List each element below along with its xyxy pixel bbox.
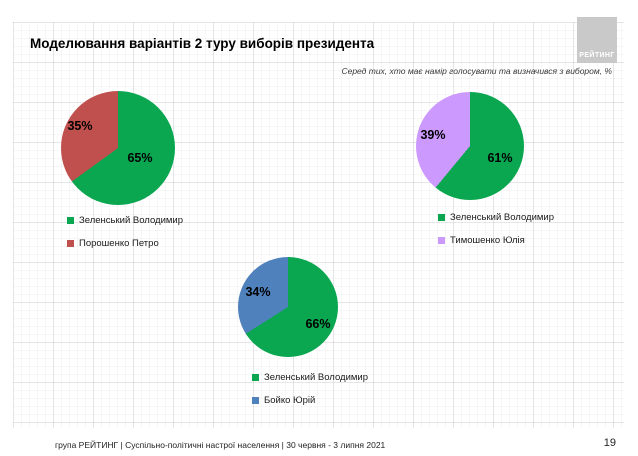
pie-value-zelensky: 65% bbox=[127, 151, 153, 165]
legend-swatch-green bbox=[252, 373, 259, 381]
legend-label-poroshenko: Порошенко Петро bbox=[79, 237, 159, 249]
legend-item-boyko: Бойко Юрій bbox=[252, 393, 368, 407]
legend-item-tymoshenko: Тимошенко Юлія bbox=[438, 233, 554, 247]
legend-item-poroshenko: Порошенко Петро bbox=[67, 236, 183, 250]
legend-swatch-green bbox=[67, 216, 74, 224]
legend-swatch-purple bbox=[438, 236, 445, 244]
slide-title: Моделювання варіантів 2 туру виборів пре… bbox=[30, 36, 375, 51]
pie-value-zelensky: 61% bbox=[487, 151, 513, 165]
legend-zelensky-vs-poroshenko: Зеленський Володимир Порошенко Петро bbox=[67, 213, 183, 259]
pie-zelensky-vs-poroshenko: 35% 65% bbox=[61, 91, 175, 205]
page-number: 19 bbox=[603, 437, 616, 449]
legend-swatch-red bbox=[67, 239, 74, 247]
pie-chart-zelensky-vs-poroshenko: 35% 65% Зеленський Володимир Порошенко П… bbox=[61, 91, 183, 259]
rating-logo-text: РЕЙТИНГ bbox=[579, 52, 615, 59]
slide-subtitle: Серед тих, хто має намір голосувати та в… bbox=[341, 66, 612, 76]
legend-item-zelensky: Зеленський Володимир bbox=[438, 210, 554, 224]
pie-zelensky-vs-tymoshenko: 39% 61% bbox=[416, 92, 524, 200]
pie-value-zelensky: 66% bbox=[305, 317, 331, 331]
legend-label-boyko: Бойко Юрій bbox=[264, 394, 316, 406]
legend-swatch-green bbox=[438, 213, 445, 221]
legend-label-zelensky: Зеленський Володимир bbox=[264, 371, 368, 383]
legend-label-tymoshenko: Тимошенко Юлія bbox=[450, 234, 525, 246]
pie-value-poroshenko: 35% bbox=[67, 119, 93, 133]
pie-chart-zelensky-vs-tymoshenko: 39% 61% Зеленський Володимир Тимошенко Ю… bbox=[416, 92, 554, 256]
pie-chart-zelensky-vs-boyko: 34% 66% Зеленський Володимир Бойко Юрій bbox=[238, 257, 368, 416]
pie-zelensky-vs-boyko: 34% 66% bbox=[238, 257, 338, 357]
legend-item-zelensky: Зеленський Володимир bbox=[67, 213, 183, 227]
pie-value-tymoshenko: 39% bbox=[420, 128, 446, 142]
legend-item-zelensky: Зеленський Володимир bbox=[252, 370, 368, 384]
legend-swatch-blue bbox=[252, 396, 259, 404]
rating-group-logo: РЕЙТИНГ bbox=[577, 17, 617, 63]
slide-footer: група РЕЙТИНГ | Суспільно-політичні наст… bbox=[55, 440, 386, 450]
pie-value-boyko: 34% bbox=[245, 285, 271, 299]
legend-label-zelensky: Зеленський Володимир bbox=[79, 214, 183, 226]
slide-background-grid bbox=[13, 22, 624, 428]
legend-label-zelensky: Зеленський Володимир bbox=[450, 211, 554, 223]
legend-zelensky-vs-boyko: Зеленський Володимир Бойко Юрій bbox=[252, 370, 368, 416]
legend-zelensky-vs-tymoshenko: Зеленський Володимир Тимошенко Юлія bbox=[438, 210, 554, 256]
